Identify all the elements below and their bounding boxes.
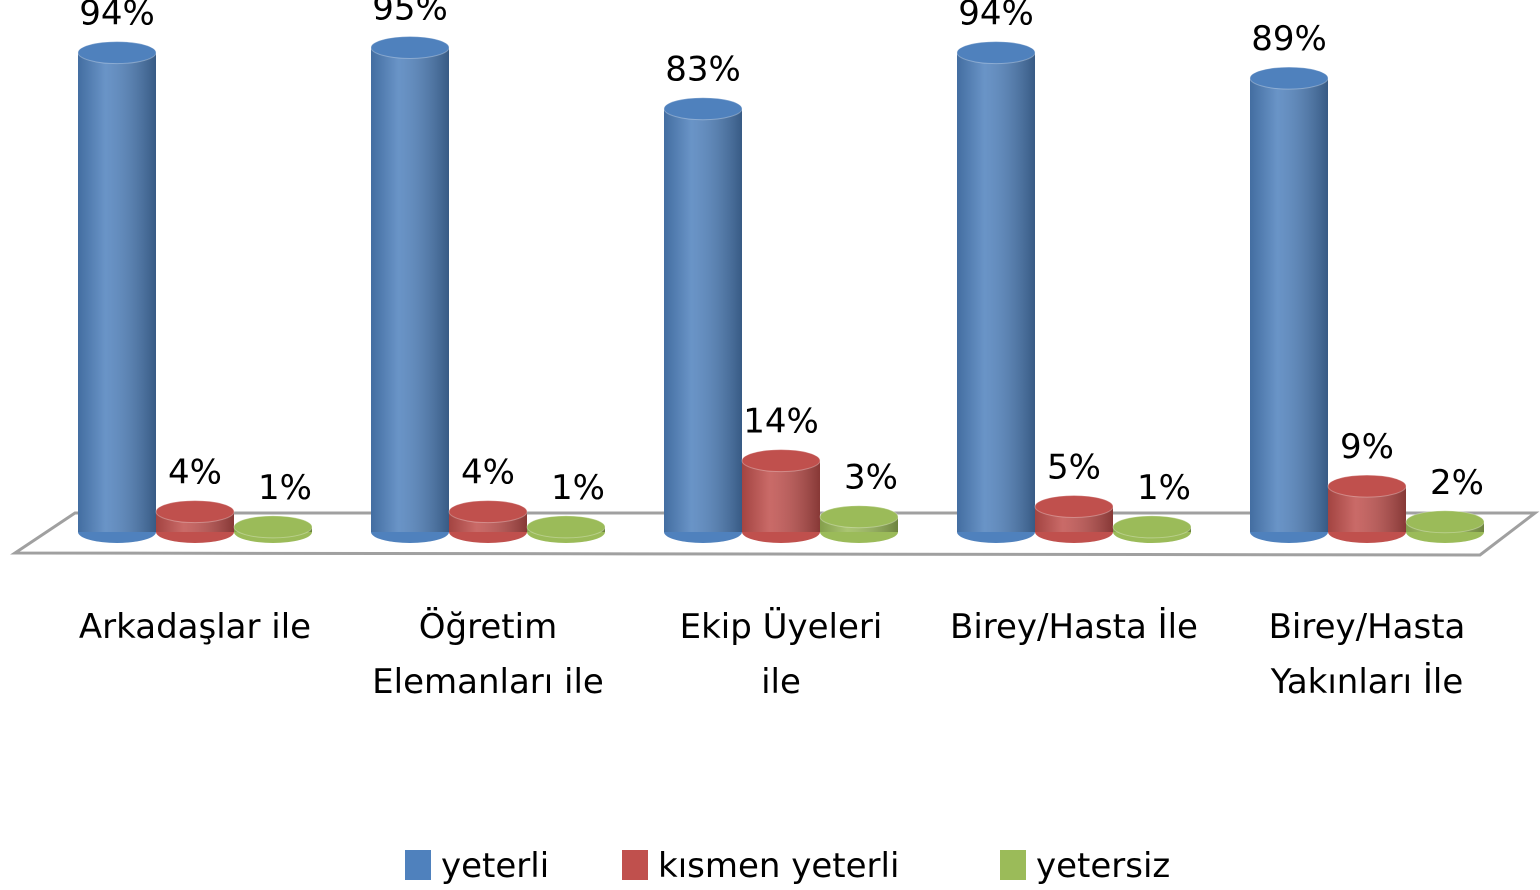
value-label: 94%	[958, 0, 1034, 34]
value-label: 5%	[1047, 448, 1101, 488]
bar-shade	[742, 460, 820, 532]
value-label: 89%	[1251, 19, 1327, 59]
bar	[155, 500, 235, 543]
bar-top	[1405, 510, 1485, 534]
x-tick-label: Ekip Üyeleri ile	[679, 607, 883, 702]
bar-top	[663, 97, 743, 121]
bar	[1249, 66, 1329, 543]
bar	[370, 36, 450, 543]
bar-shade	[78, 52, 156, 532]
bar	[77, 41, 157, 543]
value-label: 3%	[844, 458, 898, 498]
value-label: 1%	[551, 468, 605, 508]
value-label: 4%	[168, 453, 222, 493]
bar	[233, 515, 313, 543]
value-label: 94%	[79, 0, 155, 34]
value-label: 95%	[372, 0, 448, 29]
bar-top	[233, 515, 313, 539]
x-tick-label: Arkadaşlar ile	[78, 607, 312, 647]
legend-label: kısmen yeterli	[658, 846, 899, 886]
bar-shade	[1250, 78, 1328, 532]
legend-label: yeterli	[441, 846, 549, 886]
bar-shade	[957, 52, 1035, 532]
bar	[1405, 510, 1485, 543]
bar-top	[1249, 66, 1329, 90]
bar-top	[956, 41, 1036, 65]
bar-top	[448, 500, 528, 524]
bar-top	[77, 41, 157, 65]
bar-top	[1112, 515, 1192, 539]
bar	[956, 41, 1036, 543]
bar	[819, 505, 899, 543]
x-tick-label: Birey/Hasta Yakınları İle	[1268, 607, 1466, 702]
legend-swatch	[405, 850, 431, 880]
bar-top	[819, 505, 899, 529]
value-label: 83%	[665, 50, 741, 90]
x-tick-label: Birey/Hasta İle	[950, 607, 1198, 647]
legend-label: yetersiz	[1036, 846, 1170, 886]
bar	[1327, 474, 1407, 543]
x-tick-label: Öğretim Elemanları ile	[372, 607, 604, 702]
bar	[741, 449, 821, 543]
bar-top	[1327, 474, 1407, 498]
bar-top	[741, 449, 821, 473]
bar-top	[155, 500, 235, 524]
value-label: 1%	[1137, 468, 1191, 508]
value-label: 9%	[1340, 427, 1394, 467]
bar	[1112, 515, 1192, 543]
value-label: 4%	[461, 453, 515, 493]
value-label: 1%	[258, 468, 312, 508]
bar	[526, 515, 606, 543]
value-label: 2%	[1430, 463, 1484, 503]
bar-shade	[664, 108, 742, 532]
legend-swatch	[622, 850, 648, 880]
bar-shade	[371, 47, 449, 532]
bar	[1034, 495, 1114, 543]
bar-top	[370, 36, 450, 59]
bar-top	[1034, 495, 1114, 518]
bar-top	[526, 515, 606, 539]
legend-swatch	[1000, 850, 1026, 880]
bar	[663, 97, 743, 543]
value-label: 14%	[743, 402, 819, 442]
bar	[448, 500, 528, 543]
